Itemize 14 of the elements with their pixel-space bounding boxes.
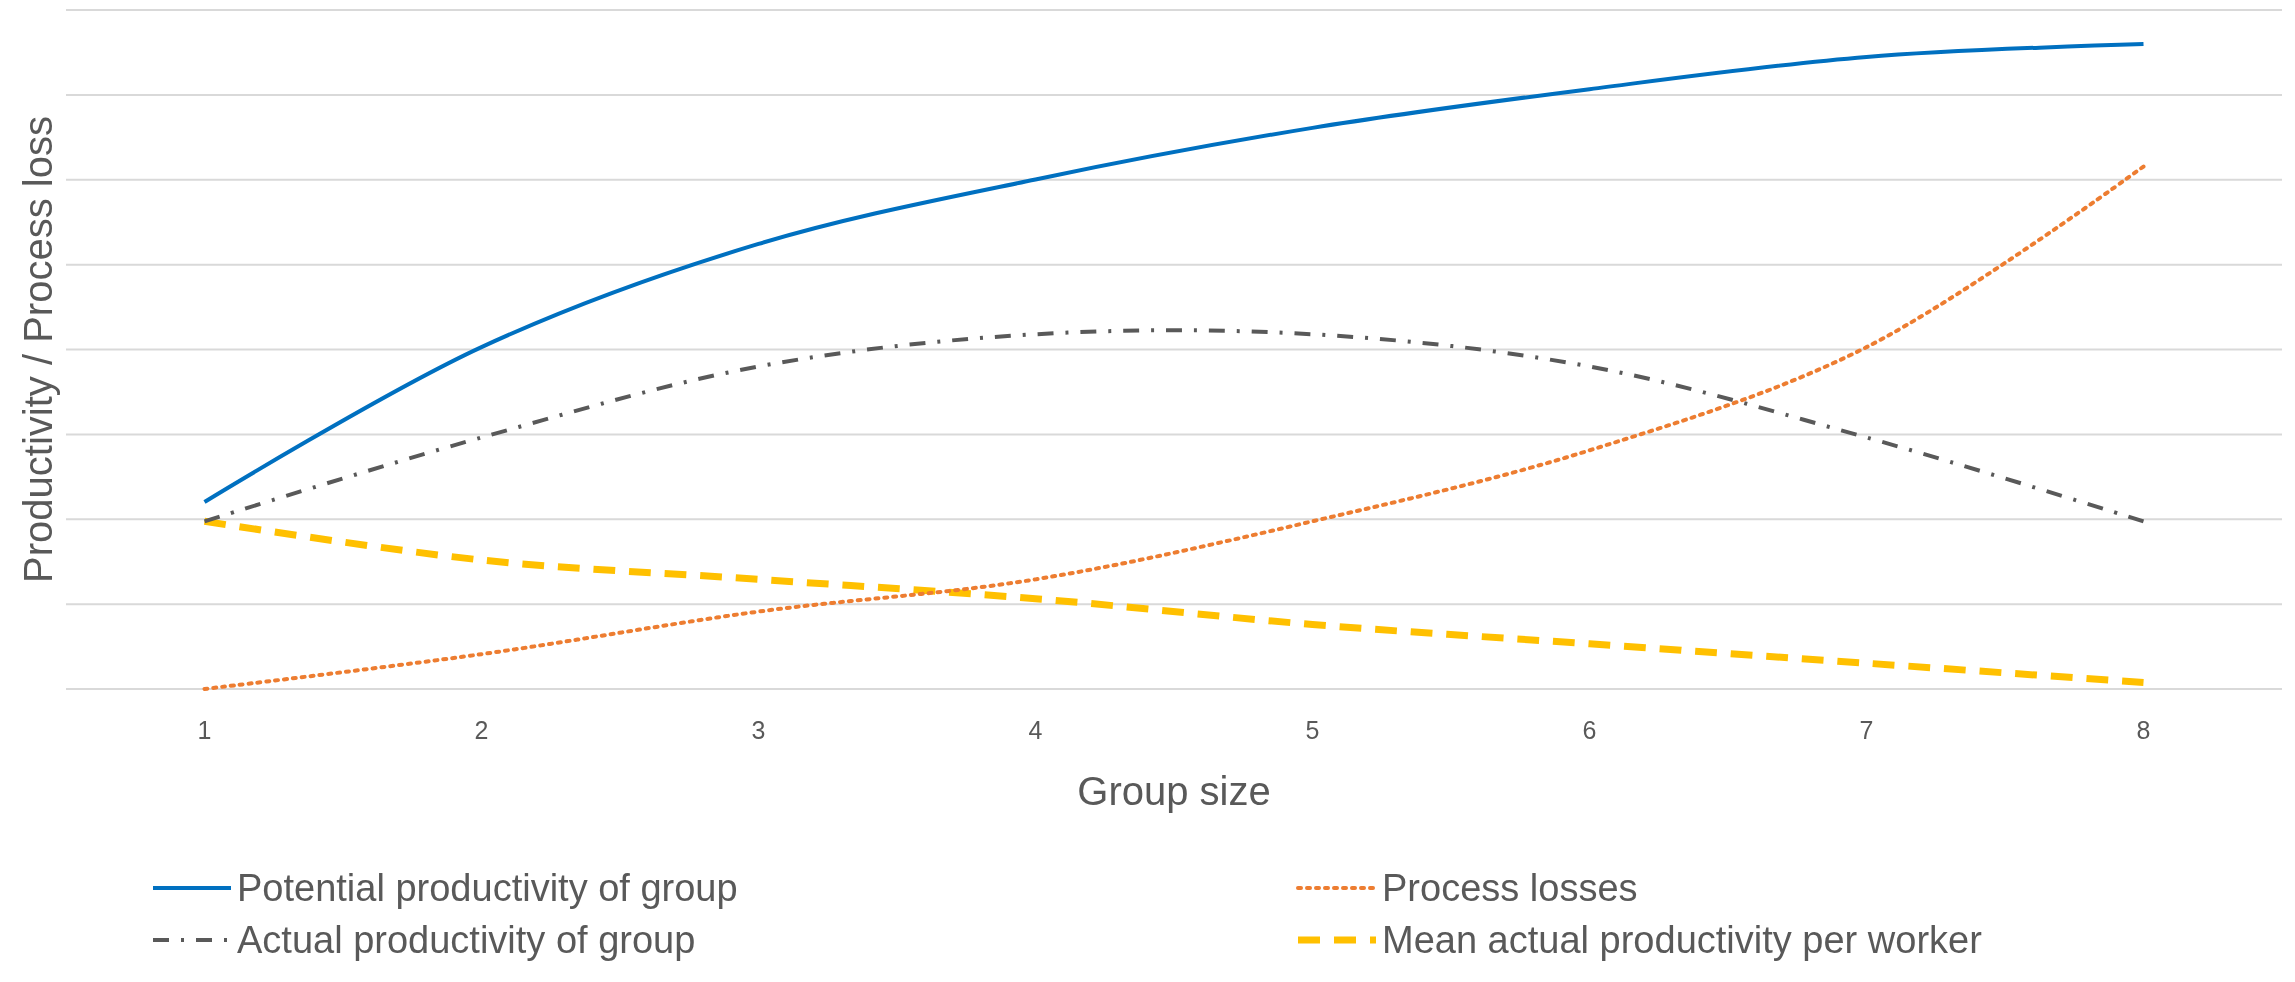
- x-tick-label: 4: [1028, 716, 1043, 744]
- x-tick-label: 3: [751, 716, 766, 744]
- legend-label: Process losses: [1382, 867, 1638, 909]
- x-axis-title: Group size: [1077, 769, 1271, 813]
- legend-label: Potential productivity of group: [237, 867, 738, 909]
- x-tick-label: 6: [1582, 716, 1597, 744]
- legend-label: Mean actual productivity per worker: [1382, 919, 1983, 961]
- x-tick-label: 1: [197, 716, 212, 744]
- x-tick-label: 5: [1305, 716, 1320, 744]
- x-tick-label: 7: [1859, 716, 1874, 744]
- y-axis-title: Productivity / Process loss: [16, 116, 60, 583]
- legend-label: Actual productivity of group: [237, 919, 696, 961]
- x-tick-label: 2: [474, 716, 489, 744]
- x-tick-label: 8: [2136, 716, 2151, 744]
